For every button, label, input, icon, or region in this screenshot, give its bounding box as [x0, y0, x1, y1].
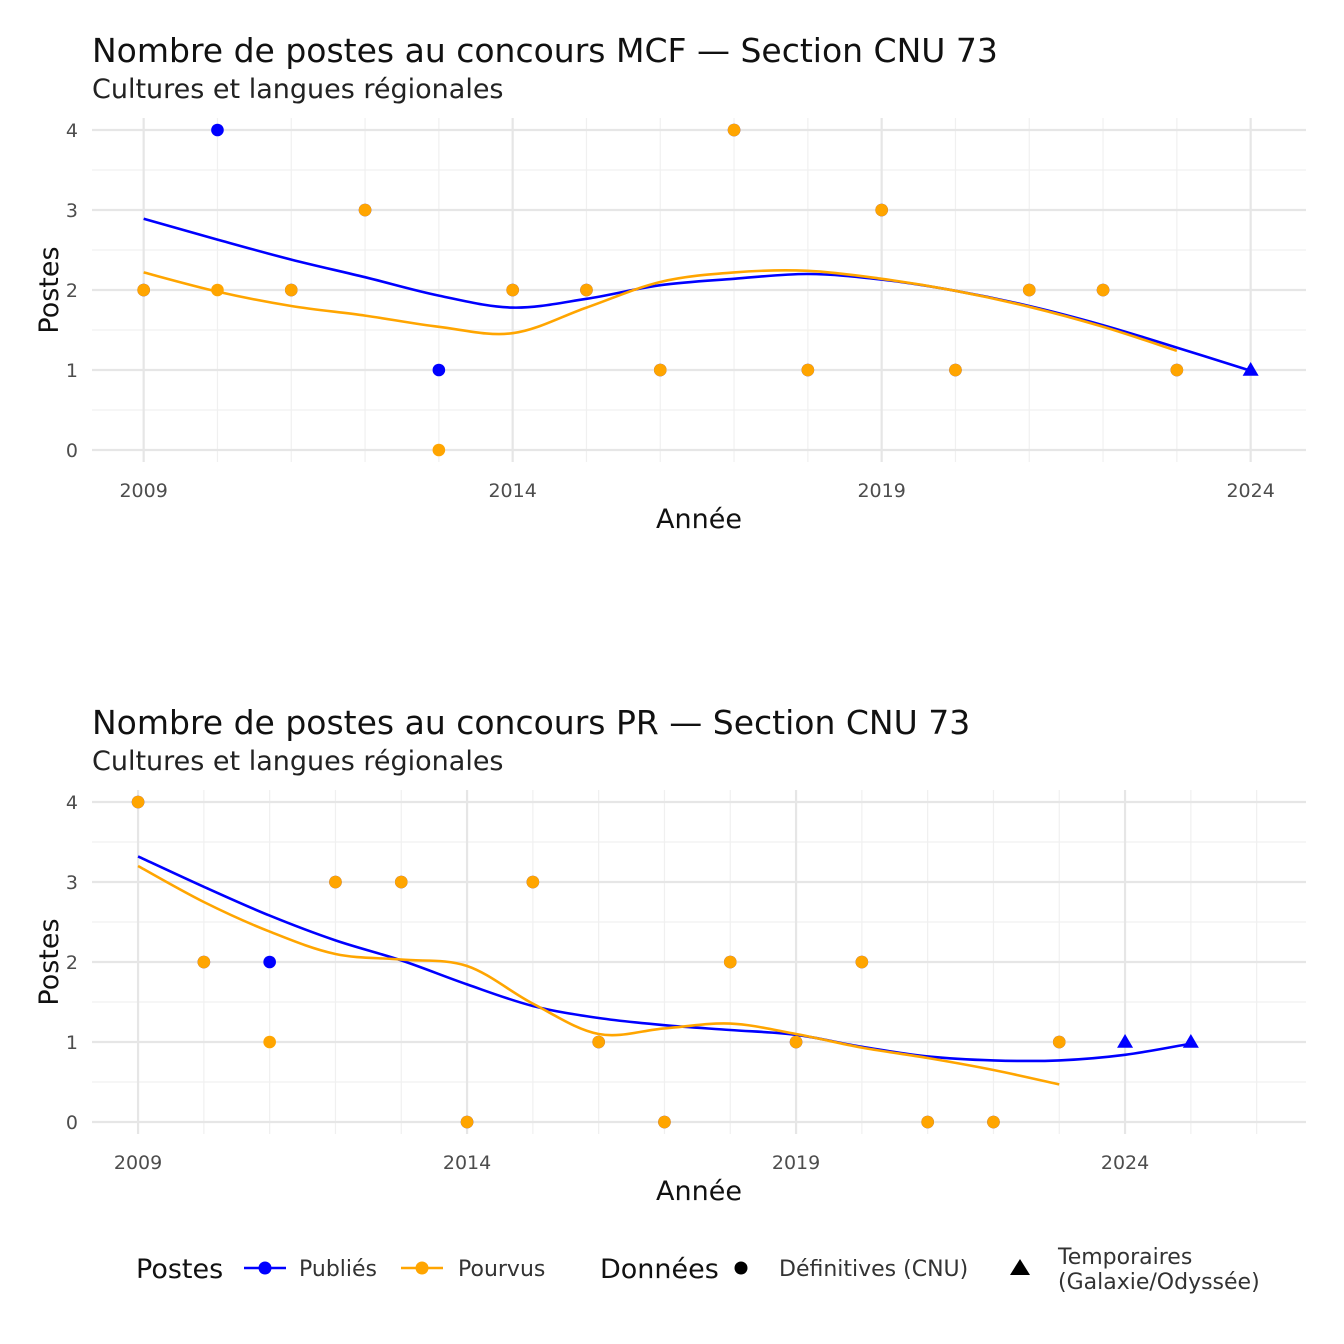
point-pourvus: [658, 1115, 671, 1129]
smooth-line-pourvus: [143, 269, 1178, 353]
smooth-line-publies: [143, 217, 1252, 373]
point-pourvus: [506, 283, 519, 297]
legend-title-donnees: Données: [600, 1254, 719, 1285]
point-pourvus: [1022, 283, 1036, 297]
legend-title-postes: Postes: [136, 1254, 223, 1285]
chart-title-mcf: Nombre de postes au concours MCF — Secti…: [92, 31, 998, 70]
point-pourvus: [394, 875, 408, 889]
legend-label-temporaires-line2: (Galaxie/Odyssée): [1058, 1270, 1260, 1295]
x-tick-label: 2009: [119, 480, 167, 502]
x-tick-label: 2019: [857, 480, 905, 502]
legend-key-pourvus-dot: [415, 1261, 429, 1275]
y-axis-title-pr: Postes: [34, 918, 65, 1005]
y-axis-title-mcf: Postes: [34, 246, 65, 333]
x-tick-label: 2014: [488, 480, 536, 502]
point-pourvus: [855, 955, 869, 969]
point-pourvus: [949, 363, 962, 377]
point-pourvus: [211, 283, 224, 297]
legend-key-publies-dot: [258, 1261, 272, 1275]
y-tick-label: 2: [66, 952, 78, 974]
smooth-line-publies: [137, 855, 1192, 1063]
point-pourvus: [580, 283, 593, 297]
point-publies: [432, 363, 446, 377]
point-pourvus: [263, 1035, 276, 1049]
x-tick-label: 2024: [1101, 1152, 1149, 1174]
chart-title-pr: Nombre de postes au concours PR — Sectio…: [92, 703, 970, 742]
point-pourvus: [1096, 283, 1110, 297]
legend-label-publies: Publiés: [299, 1257, 377, 1282]
x-axis-title-pr: Année: [656, 1176, 742, 1207]
y-tick-label: 3: [66, 200, 78, 222]
point-publies: [263, 955, 276, 969]
point-pourvus: [526, 875, 540, 889]
point-pourvus: [284, 283, 298, 297]
y-tick-label: 4: [66, 792, 78, 814]
y-tick-label: 4: [66, 120, 78, 142]
point-temporary-publies: [1117, 1034, 1134, 1048]
point-pourvus: [789, 1035, 803, 1049]
x-tick-label: 2009: [114, 1152, 162, 1174]
grid-mcf: [92, 118, 1306, 462]
x-tick-label: 2019: [772, 1152, 820, 1174]
point-pourvus: [1052, 1035, 1066, 1049]
smooth-lines-pr: [137, 855, 1192, 1086]
chart-mcf: Nombre de postes au concours MCF — Secti…: [34, 31, 1306, 535]
smooth-line-pourvus: [137, 864, 1060, 1086]
x-axis-title-mcf: Année: [656, 504, 742, 535]
point-pourvus: [723, 955, 737, 969]
point-pourvus: [358, 203, 372, 217]
point-pourvus: [875, 203, 888, 217]
point-pourvus: [921, 1115, 934, 1129]
chart-pr: Nombre de postes au concours PR — Sectio…: [34, 703, 1306, 1207]
legend-label-pourvus: Pourvus: [458, 1257, 545, 1282]
point-pourvus: [987, 1115, 1000, 1129]
legend-key-definitives-circle: [734, 1261, 748, 1275]
legend-key-temporaires-triangle: [1010, 1259, 1030, 1275]
points-pr: [131, 795, 1199, 1129]
y-tick-label: 2: [66, 280, 78, 302]
ticks-pr: 0 1 2 3 4 2009 2014 2019 2024: [66, 792, 1149, 1174]
point-pourvus: [137, 283, 150, 297]
legend-label-definitives: Définitives (CNU): [779, 1257, 968, 1282]
point-pourvus: [131, 795, 145, 809]
point-pourvus: [653, 363, 667, 377]
ticks-mcf: 0 1 2 3 4 2009 2014 2019 2024: [66, 120, 1275, 502]
legend: Postes Publiés Pourvus Données Définitiv…: [136, 1245, 1260, 1295]
point-pourvus: [432, 443, 446, 457]
point-pourvus: [197, 955, 211, 969]
point-pourvus: [727, 123, 741, 137]
chart-subtitle-pr: Cultures et langues régionales: [92, 746, 504, 777]
point-temporary-publies: [1242, 362, 1259, 376]
point-pourvus: [592, 1035, 605, 1049]
point-pourvus: [801, 363, 815, 377]
y-tick-label: 1: [66, 360, 78, 382]
y-tick-label: 0: [66, 440, 78, 462]
chart-subtitle-mcf: Cultures et langues régionales: [92, 74, 504, 105]
smooth-lines-mcf: [143, 217, 1252, 373]
y-tick-label: 1: [66, 1032, 78, 1054]
point-pourvus: [460, 1115, 474, 1129]
legend-label-temporaires-line1: Temporaires: [1057, 1245, 1192, 1270]
point-temporary-publies: [1182, 1034, 1199, 1048]
y-tick-label: 0: [66, 1112, 78, 1134]
y-tick-label: 3: [66, 872, 78, 894]
x-tick-label: 2024: [1226, 480, 1274, 502]
points-mcf: [137, 123, 1259, 457]
point-publies: [211, 123, 224, 137]
grid-pr: [92, 790, 1306, 1134]
x-tick-label: 2014: [443, 1152, 491, 1174]
point-pourvus: [1170, 363, 1184, 377]
point-pourvus: [329, 875, 342, 889]
